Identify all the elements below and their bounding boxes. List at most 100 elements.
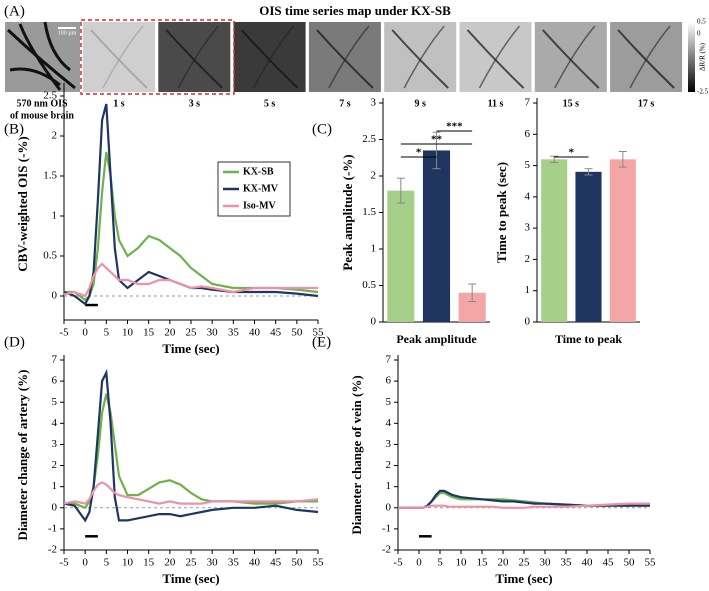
panel-letter: (D) [4, 334, 25, 350]
y-tick-label: 1 [52, 210, 58, 222]
x-tick-label: 5 [104, 327, 110, 339]
panel-letter: (C) [312, 121, 332, 137]
x-axis-title: Time to peak [555, 332, 622, 346]
y-tick-label: 1.5 [43, 170, 57, 182]
y-tick-label: 2 [386, 459, 392, 471]
x-tick-label: 10 [122, 327, 134, 339]
frame-label: 3 s [189, 98, 201, 109]
significance-label: ** [431, 134, 443, 146]
x-tick-label: 20 [164, 557, 176, 569]
x-tick-label: 0 [82, 327, 88, 339]
frame-label: 15 s [563, 98, 580, 109]
y-tick-label: 6 [52, 375, 58, 387]
legend-label: KX-MV [243, 183, 279, 194]
x-tick-label: 10 [456, 557, 468, 569]
data-line [398, 502, 650, 509]
colorbar [688, 22, 695, 92]
y-tick-label: 0.5 [43, 250, 57, 262]
x-tick-label: -5 [59, 557, 69, 569]
x-tick-label: 55 [313, 557, 325, 569]
y-tick-label: 4 [52, 417, 58, 429]
x-tick-label: 35 [228, 327, 240, 339]
colorbar-tick: -2.5 [697, 88, 709, 96]
highlight-box [80, 19, 235, 95]
y-tick-label: 0 [52, 501, 58, 513]
y-tick-label: 0 [52, 290, 58, 302]
y-tick-label: 3 [386, 438, 392, 450]
x-tick-label: 20 [498, 557, 510, 569]
y-tick-label: 7 [52, 354, 58, 366]
data-line [63, 481, 319, 505]
significance-label: * [416, 147, 422, 159]
y-axis-title: Peak amplitude (-%) [340, 154, 355, 270]
y-tick-label: 6 [386, 375, 392, 387]
x-tick-label: 30 [207, 327, 219, 339]
y-tick-label: 3 [52, 438, 58, 450]
colorbar-label: ΔR/R (%) [699, 42, 707, 71]
x-tick-label: 20 [164, 327, 176, 339]
x-axis-title: Time (sec) [162, 341, 219, 356]
y-tick-label: 0 [371, 316, 377, 328]
x-tick-label: 15 [143, 557, 155, 569]
y-tick-label: 7 [525, 97, 531, 109]
x-tick-label: 40 [249, 327, 261, 339]
x-tick-label: 50 [291, 557, 303, 569]
y-tick-label: -2 [382, 544, 391, 556]
x-tick-label: -5 [59, 327, 69, 339]
x-tick-label: 50 [624, 557, 636, 569]
vessel [478, 25, 521, 89]
y-tick-label: 4 [386, 417, 392, 429]
vessel [629, 25, 671, 89]
frame-label: 1 s [113, 98, 125, 109]
panel-letter: (E) [312, 334, 331, 350]
x-axis-title: Time (sec) [495, 571, 552, 586]
x-tick-label: 0 [416, 557, 422, 569]
y-tick-label: 2 [52, 130, 58, 142]
x-tick-label: 40 [582, 557, 594, 569]
y-tick-label: 0.5 [362, 279, 376, 291]
y-tick-label: 6 [525, 128, 531, 140]
legend-label: KX-SB [243, 166, 274, 177]
y-tick-label: -2 [48, 544, 57, 556]
y-tick-label: 1 [386, 480, 392, 492]
y-tick-label: 1 [525, 284, 531, 296]
y-tick-label: 0 [386, 501, 392, 513]
x-tick-label: 35 [228, 557, 240, 569]
y-axis-title: CBV-weighted OIS (-%) [15, 136, 30, 272]
vessel [9, 67, 61, 87]
frame-label: 7 s [339, 98, 351, 109]
frame-label: 9 s [414, 98, 426, 109]
x-tick-label: 15 [477, 557, 489, 569]
y-tick-label: 5 [386, 396, 392, 408]
vessel [252, 25, 295, 89]
frame-label: 17 s [638, 98, 655, 109]
y-axis-title: Diameter change of artery (%) [15, 370, 30, 541]
y-tick-label: 2 [525, 253, 531, 265]
y-axis-title: Time to peak (sec) [494, 162, 509, 263]
vessel [43, 21, 71, 72]
x-tick-label: 10 [122, 557, 134, 569]
x-tick-label: 5 [104, 557, 110, 569]
bar [541, 159, 568, 322]
y-tick-label: 7 [386, 354, 392, 366]
y-tick-label: 1 [371, 243, 377, 255]
x-tick-label: -5 [393, 557, 403, 569]
colorbar-tick: 0.5 [697, 18, 706, 26]
x-tick-label: 55 [313, 327, 325, 339]
x-axis-title: Peak amplitude [396, 332, 477, 346]
bar [575, 171, 602, 322]
x-tick-label: 25 [186, 327, 198, 339]
y-tick-label: -1 [48, 522, 57, 534]
data-line [64, 393, 318, 510]
frame-label: 11 s [488, 98, 504, 109]
vessel [102, 25, 144, 89]
caption: 570 nm OIS [16, 98, 68, 109]
significance-label: *** [446, 121, 463, 133]
y-tick-label: 2 [371, 170, 377, 182]
x-tick-label: 50 [291, 327, 303, 339]
x-tick-label: 45 [603, 557, 615, 569]
x-tick-label: 15 [143, 327, 155, 339]
panel-letter: (B) [4, 121, 24, 137]
y-tick-label: 0 [525, 316, 531, 328]
